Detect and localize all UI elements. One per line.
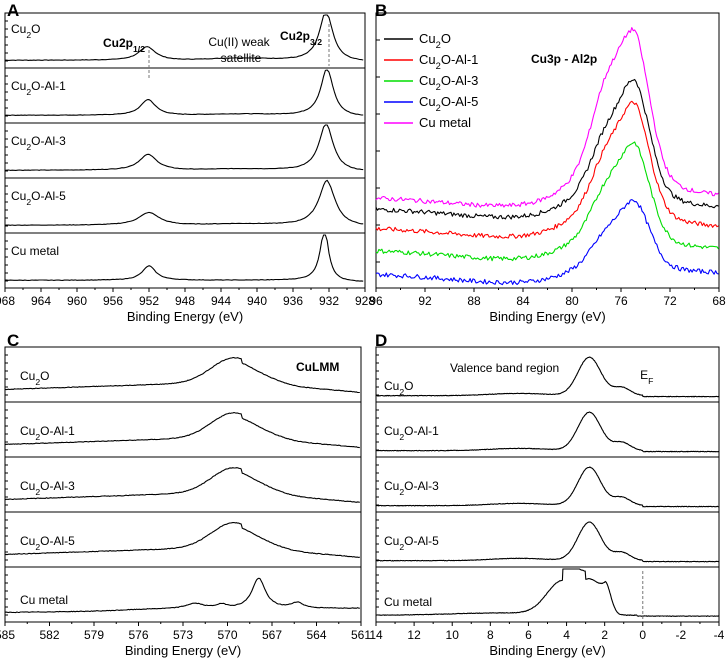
panel-D-x-tick-label: 4 — [563, 628, 570, 642]
panel-B-spectrum-line — [375, 199, 719, 286]
panel-D-x-tick-label: -4 — [714, 628, 725, 642]
panel-B-spectrum-line — [375, 141, 719, 262]
panel-C-series-label: Cu2O — [20, 369, 49, 387]
panel-D-series-label: Cu2O — [384, 379, 413, 397]
panel-C-spectrum-line — [4, 467, 360, 503]
panel-A-x-tick-label: 944 — [211, 294, 231, 308]
panel-D-x-tick-label: -2 — [676, 628, 687, 642]
panel-B-spectrum-line — [375, 100, 719, 239]
panel-A-satellite-label-2: satellite — [221, 51, 262, 65]
panel-D-x-tick-label: 8 — [487, 628, 494, 642]
panel-A-series-label: Cu2O — [11, 22, 40, 40]
panel-C-series-label: Cu2O-Al-5 — [20, 534, 75, 552]
panel-A-series-label: Cu2O-Al-5 — [11, 189, 66, 207]
panel-A-spectrum-line — [5, 234, 364, 282]
panel-D-series-label: Cu metal — [384, 595, 432, 609]
panel-C-x-tick-label: 567 — [262, 628, 282, 642]
panel-B-title: Cu3p - Al2p — [531, 52, 597, 66]
panel-D-spectrum-line — [375, 568, 720, 617]
panel-B-x-axis-label: Binding Energy (eV) — [489, 309, 605, 324]
panel-C-x-tick-label: 576 — [128, 628, 148, 642]
panel-A-cu2p32-label: Cu2p3/2 — [280, 29, 322, 47]
panel-D-spectrum-line — [375, 411, 720, 453]
panel-D-series-label: Cu2O-Al-3 — [384, 479, 439, 497]
panel-C-spectrum-line — [4, 411, 360, 449]
panel-A-x-tick-label: 956 — [103, 294, 123, 308]
panel-B-legend-label: Cu2O-Al-1 — [419, 52, 478, 71]
panel-B-x-tick-label: 80 — [565, 294, 579, 308]
panel-D-fermi-label: EF — [640, 368, 653, 386]
panel-A-x-tick-label: 928 — [355, 294, 375, 308]
panel-D-series-label: Cu2O-Al-1 — [384, 424, 439, 442]
panel-A-spectrum-line — [4, 124, 364, 171]
panel-A-spectrum-line — [4, 179, 364, 226]
panel-D-x-tick-label: 0 — [639, 628, 646, 642]
panel-C-x-tick-label: 564 — [306, 628, 326, 642]
panel-C-x-tick-label: 570 — [217, 628, 237, 642]
panel-D-letter: D — [375, 331, 387, 350]
panel-A-x-tick-label: 952 — [139, 294, 159, 308]
panel-A-cu2p12-label: Cu2p1/2 — [103, 36, 145, 54]
panel-B-x-tick-label: 68 — [712, 294, 726, 308]
panel-C-x-tick-label: 579 — [84, 628, 104, 642]
panel-A-series-label: Cu2O-Al-3 — [11, 134, 66, 152]
panel-B-spectrum-line — [375, 27, 719, 208]
panel-B-legend-label: Cu2O — [419, 31, 451, 50]
panel-A-x-tick-label: 932 — [319, 294, 339, 308]
panel-D-series-label: Cu2O-Al-5 — [384, 534, 439, 552]
panel-B-legend-label: Cu metal — [419, 115, 471, 130]
panel-C-series-label: Cu2O-Al-3 — [20, 479, 75, 497]
panel-C-spectrum-line — [4, 357, 360, 394]
panel-B-letter: B — [375, 1, 387, 20]
panel-B-x-tick-label: 92 — [418, 294, 432, 308]
panel-A-letter: A — [7, 1, 19, 20]
panel-A-spectrum-line — [5, 14, 364, 61]
panel-D-spectrum-line — [375, 466, 720, 508]
panel-B-x-tick-label: 84 — [516, 294, 530, 308]
panel-B-spectrum-line — [375, 78, 719, 220]
panel-D-x-tick-label: 2 — [601, 628, 608, 642]
panel-B-legend-label: Cu2O-Al-3 — [419, 73, 478, 92]
panel-C-series-label: Cu metal — [20, 593, 68, 607]
panel-B-x-tick-label: 72 — [663, 294, 677, 308]
panel-A-x-tick-label: 948 — [175, 294, 195, 308]
panel-D-spectrum-line — [375, 521, 720, 563]
panel-C-x-tick-label: 561 — [351, 628, 371, 642]
panel-C-series-label: Cu2O-Al-1 — [20, 424, 75, 442]
panel-C-spectrum-line — [4, 577, 360, 614]
panel-A-x-tick-label: 940 — [247, 294, 267, 308]
panel-B-legend-label: Cu2O-Al-5 — [419, 94, 478, 113]
panel-D-x-tick-label: 12 — [407, 628, 421, 642]
panel-B-x-tick-label: 76 — [614, 294, 628, 308]
panel-D-x-tick-label: 14 — [369, 628, 383, 642]
panel-C-title: CuLMM — [296, 360, 339, 374]
panel-C-x-tick-label: 585 — [0, 628, 15, 642]
panel-A-x-tick-label: 936 — [283, 294, 303, 308]
panel-D-x-axis-label: Binding Energy (eV) — [489, 643, 605, 658]
panel-B-x-tick-label: 88 — [467, 294, 481, 308]
panel-A-x-tick-label: 964 — [31, 294, 51, 308]
panel-A-satellite-label: Cu(II) weak — [208, 35, 270, 49]
panel-A-x-axis-label: Binding Energy (eV) — [127, 309, 243, 324]
panel-C-letter: C — [7, 331, 19, 350]
panel-D-annotation: Valence band region — [450, 361, 559, 375]
panel-A-x-tick-label: 960 — [67, 294, 87, 308]
panel-C-x-tick-label: 582 — [39, 628, 59, 642]
panel-D-x-tick-label: 6 — [525, 628, 532, 642]
panel-D-spectrum-line — [375, 356, 720, 398]
panel-C-x-axis-label: Binding Energy (eV) — [125, 643, 241, 658]
panel-D-x-tick-label: 10 — [446, 628, 460, 642]
panel-B-x-tick-label: 96 — [369, 294, 383, 308]
panel-A-spectrum-line — [4, 69, 364, 116]
panel-A-series-label: Cu2O-Al-1 — [11, 79, 66, 97]
panel-A-x-tick-label: 968 — [0, 294, 15, 308]
panel-C-spectrum-line — [4, 521, 360, 558]
panel-C-x-tick-label: 573 — [173, 628, 193, 642]
panel-A-series-label: Cu metal — [11, 244, 59, 258]
